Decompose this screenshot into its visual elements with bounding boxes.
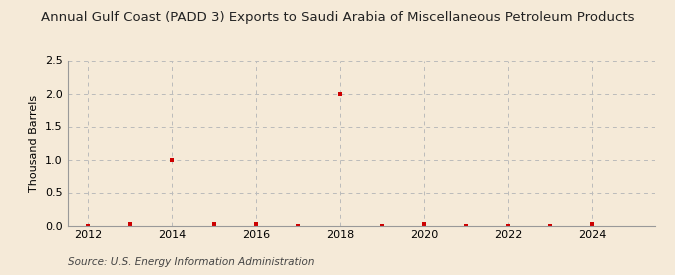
Text: Annual Gulf Coast (PADD 3) Exports to Saudi Arabia of Miscellaneous Petroleum Pr: Annual Gulf Coast (PADD 3) Exports to Sa… (40, 11, 634, 24)
Y-axis label: Thousand Barrels: Thousand Barrels (29, 94, 39, 192)
Text: Source: U.S. Energy Information Administration: Source: U.S. Energy Information Administ… (68, 257, 314, 267)
